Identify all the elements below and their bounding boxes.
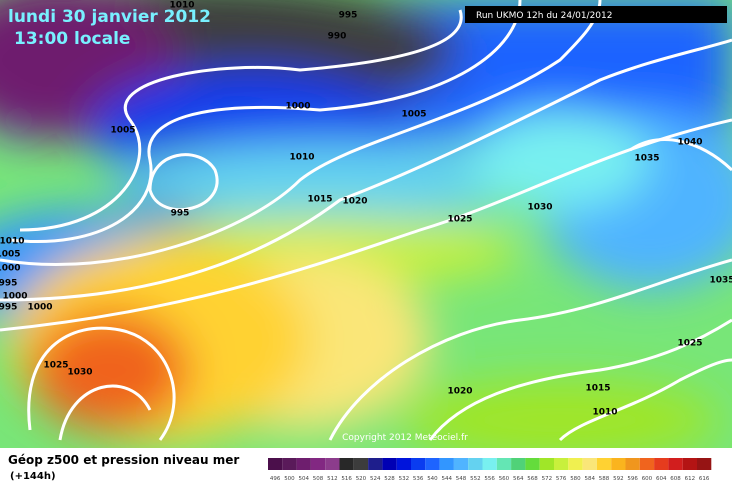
legend-label: 536 bbox=[413, 476, 424, 482]
legend-label: 556 bbox=[484, 476, 495, 482]
legend-swatch bbox=[496, 458, 512, 470]
run-box bbox=[465, 6, 727, 23]
legend-swatch bbox=[682, 458, 697, 470]
legend-label: 588 bbox=[599, 476, 610, 482]
legend-swatch bbox=[554, 458, 569, 470]
legend-swatch bbox=[310, 458, 326, 470]
isobar-label: 1010 bbox=[169, 1, 194, 11]
legend-swatch bbox=[439, 458, 454, 470]
isobar-label: 995 bbox=[339, 11, 358, 21]
legend-label: 568 bbox=[527, 476, 538, 482]
isobar-label: 1025 bbox=[677, 339, 702, 349]
legend-label: 592 bbox=[613, 476, 624, 482]
legend-label: 496 bbox=[270, 476, 281, 482]
legend-label: 516 bbox=[341, 476, 352, 482]
legend-swatch bbox=[611, 458, 626, 470]
isobar-label: 1020 bbox=[342, 197, 367, 207]
time: 13:00 locale bbox=[14, 29, 130, 49]
legend-label: 572 bbox=[542, 476, 553, 482]
map-field bbox=[0, 0, 732, 448]
isobar-label: 995 bbox=[0, 303, 17, 313]
legend-label: 532 bbox=[399, 476, 410, 482]
legend-label: 504 bbox=[299, 476, 310, 482]
legend-swatch bbox=[411, 458, 426, 470]
legend-label: 528 bbox=[384, 476, 395, 482]
isobar-label: 1015 bbox=[307, 195, 332, 205]
legend-swatch bbox=[654, 458, 669, 470]
isobar-label: 1035 bbox=[709, 276, 732, 286]
isobar-label: 1035 bbox=[634, 154, 659, 164]
isobar-label: 1025 bbox=[43, 361, 68, 371]
legend-label: 520 bbox=[356, 476, 367, 482]
isobar-label: 1005 bbox=[110, 126, 135, 136]
legend-swatch bbox=[268, 458, 283, 470]
isobar-label: 1010 bbox=[0, 237, 25, 247]
legend-label: 560 bbox=[499, 476, 510, 482]
legend-label: 512 bbox=[327, 476, 338, 482]
legend-swatch bbox=[353, 458, 369, 470]
isobar-label: 1000 bbox=[0, 264, 21, 274]
legend-label: 584 bbox=[585, 476, 596, 482]
legend-swatch bbox=[296, 458, 311, 470]
legend-swatch bbox=[396, 458, 411, 470]
run: Run UKMO 12h du 24/01/2012 bbox=[476, 11, 613, 21]
legend-label: 548 bbox=[456, 476, 467, 482]
isobar-label: 1030 bbox=[67, 368, 92, 378]
isobar-label: 1000 bbox=[285, 102, 310, 112]
isobar-label: 1000 bbox=[2, 292, 27, 302]
isobar-label: 1025 bbox=[447, 215, 472, 225]
legend-swatch bbox=[425, 458, 440, 470]
legend-label: 580 bbox=[570, 476, 581, 482]
legend-swatch bbox=[325, 458, 340, 470]
legend-label: 616 bbox=[699, 476, 710, 482]
title: lundi 30 janvier 2012 bbox=[8, 7, 211, 27]
legend-swatch bbox=[596, 458, 612, 470]
isobar-label: 990 bbox=[328, 32, 347, 42]
legend-swatch bbox=[539, 458, 554, 470]
legend-label: 524 bbox=[370, 476, 381, 482]
legend-label: 596 bbox=[627, 476, 638, 482]
legend-label: 508 bbox=[313, 476, 324, 482]
legend-label: 576 bbox=[556, 476, 567, 482]
legend-title: Géop z500 et pression niveau mer bbox=[8, 453, 239, 467]
legend-swatch bbox=[282, 458, 297, 470]
legend-label: 600 bbox=[642, 476, 653, 482]
isobar-label: 1015 bbox=[585, 384, 610, 394]
isobar-label: 1005 bbox=[401, 110, 426, 120]
legend-label: 564 bbox=[513, 476, 524, 482]
isobar-label: 995 bbox=[171, 209, 190, 219]
legend-swatch bbox=[525, 458, 540, 470]
legend-label: 604 bbox=[656, 476, 667, 482]
legend-swatch bbox=[368, 458, 383, 470]
legend-swatch bbox=[382, 458, 397, 470]
legend-swatch bbox=[639, 458, 655, 470]
isobar-label: 1010 bbox=[289, 153, 314, 163]
isobar-label: 1005 bbox=[0, 250, 21, 260]
legend-swatch bbox=[582, 458, 597, 470]
isobar-label: 1020 bbox=[447, 387, 472, 397]
legend-label: 540 bbox=[427, 476, 438, 482]
legend-label: 608 bbox=[670, 476, 681, 482]
legend-swatch bbox=[668, 458, 683, 470]
legend-swatch bbox=[511, 458, 526, 470]
legend-label: 544 bbox=[442, 476, 453, 482]
isobar-label: 995 bbox=[0, 279, 17, 289]
legend-label: 612 bbox=[685, 476, 696, 482]
isobar-label: 1030 bbox=[527, 203, 552, 213]
isobar-label: 1000 bbox=[27, 303, 52, 313]
legend-label: 552 bbox=[470, 476, 481, 482]
copyright: Copyright 2012 Meteociel.fr bbox=[342, 433, 468, 443]
isobar-label: 1040 bbox=[677, 138, 702, 148]
legend-swatch bbox=[482, 458, 497, 470]
legend-lead: (+144h) bbox=[10, 471, 56, 482]
legend-label: 500 bbox=[284, 476, 295, 482]
isobar-label: 1010 bbox=[592, 408, 617, 418]
legend-swatch bbox=[468, 458, 483, 470]
legend-swatch bbox=[453, 458, 469, 470]
legend-swatch bbox=[697, 458, 712, 470]
legend-swatch bbox=[625, 458, 640, 470]
legend-swatch bbox=[339, 458, 354, 470]
legend-swatch bbox=[568, 458, 583, 470]
